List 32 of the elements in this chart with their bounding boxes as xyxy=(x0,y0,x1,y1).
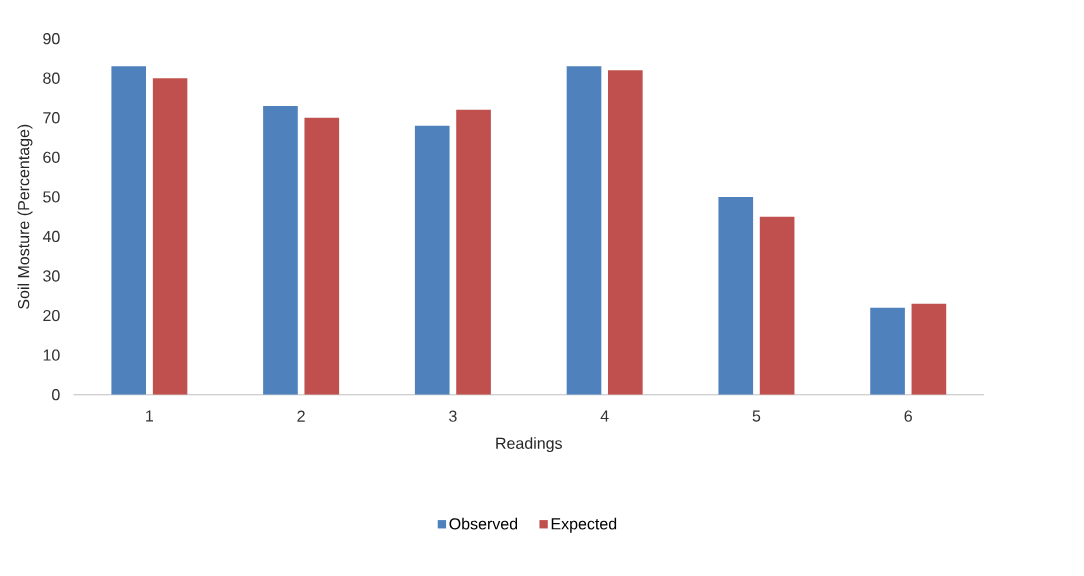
y-tick-label: 60 xyxy=(43,151,60,163)
bar xyxy=(608,70,643,395)
bar xyxy=(718,196,754,395)
bar xyxy=(759,216,795,395)
bar xyxy=(111,66,146,395)
bar xyxy=(456,109,491,395)
x-tick-label: 3 xyxy=(449,410,457,422)
x-tick-label: 6 xyxy=(904,410,912,422)
x-tick-label: 2 xyxy=(297,410,305,422)
y-tick-label: 70 xyxy=(43,112,60,124)
y-tick-label: 20 xyxy=(43,309,60,322)
y-tick-label: 90 xyxy=(43,33,60,45)
y-tick-label: 50 xyxy=(43,191,60,203)
bar xyxy=(304,117,340,395)
bar xyxy=(911,303,947,395)
y-tick-label: 30 xyxy=(43,270,60,282)
y-tick-label: 0 xyxy=(52,389,60,401)
bar xyxy=(566,66,602,395)
y-axis-title: Soil Mosture (Percentage) xyxy=(17,124,33,309)
legend-label: Expected xyxy=(551,517,617,533)
bar xyxy=(263,105,298,395)
bar xyxy=(152,78,188,395)
x-tick-label: 1 xyxy=(146,410,153,422)
x-tick-label: 4 xyxy=(600,410,609,422)
y-tick-label: 80 xyxy=(43,72,60,84)
y-tick-label: 10 xyxy=(43,349,60,361)
y-tick-label: 40 xyxy=(42,230,60,243)
legend-label: Observed xyxy=(449,517,518,530)
x-tick-label: 5 xyxy=(752,410,761,422)
bar xyxy=(870,307,905,395)
x-axis-title: Readings xyxy=(496,437,562,453)
bar xyxy=(414,125,450,395)
